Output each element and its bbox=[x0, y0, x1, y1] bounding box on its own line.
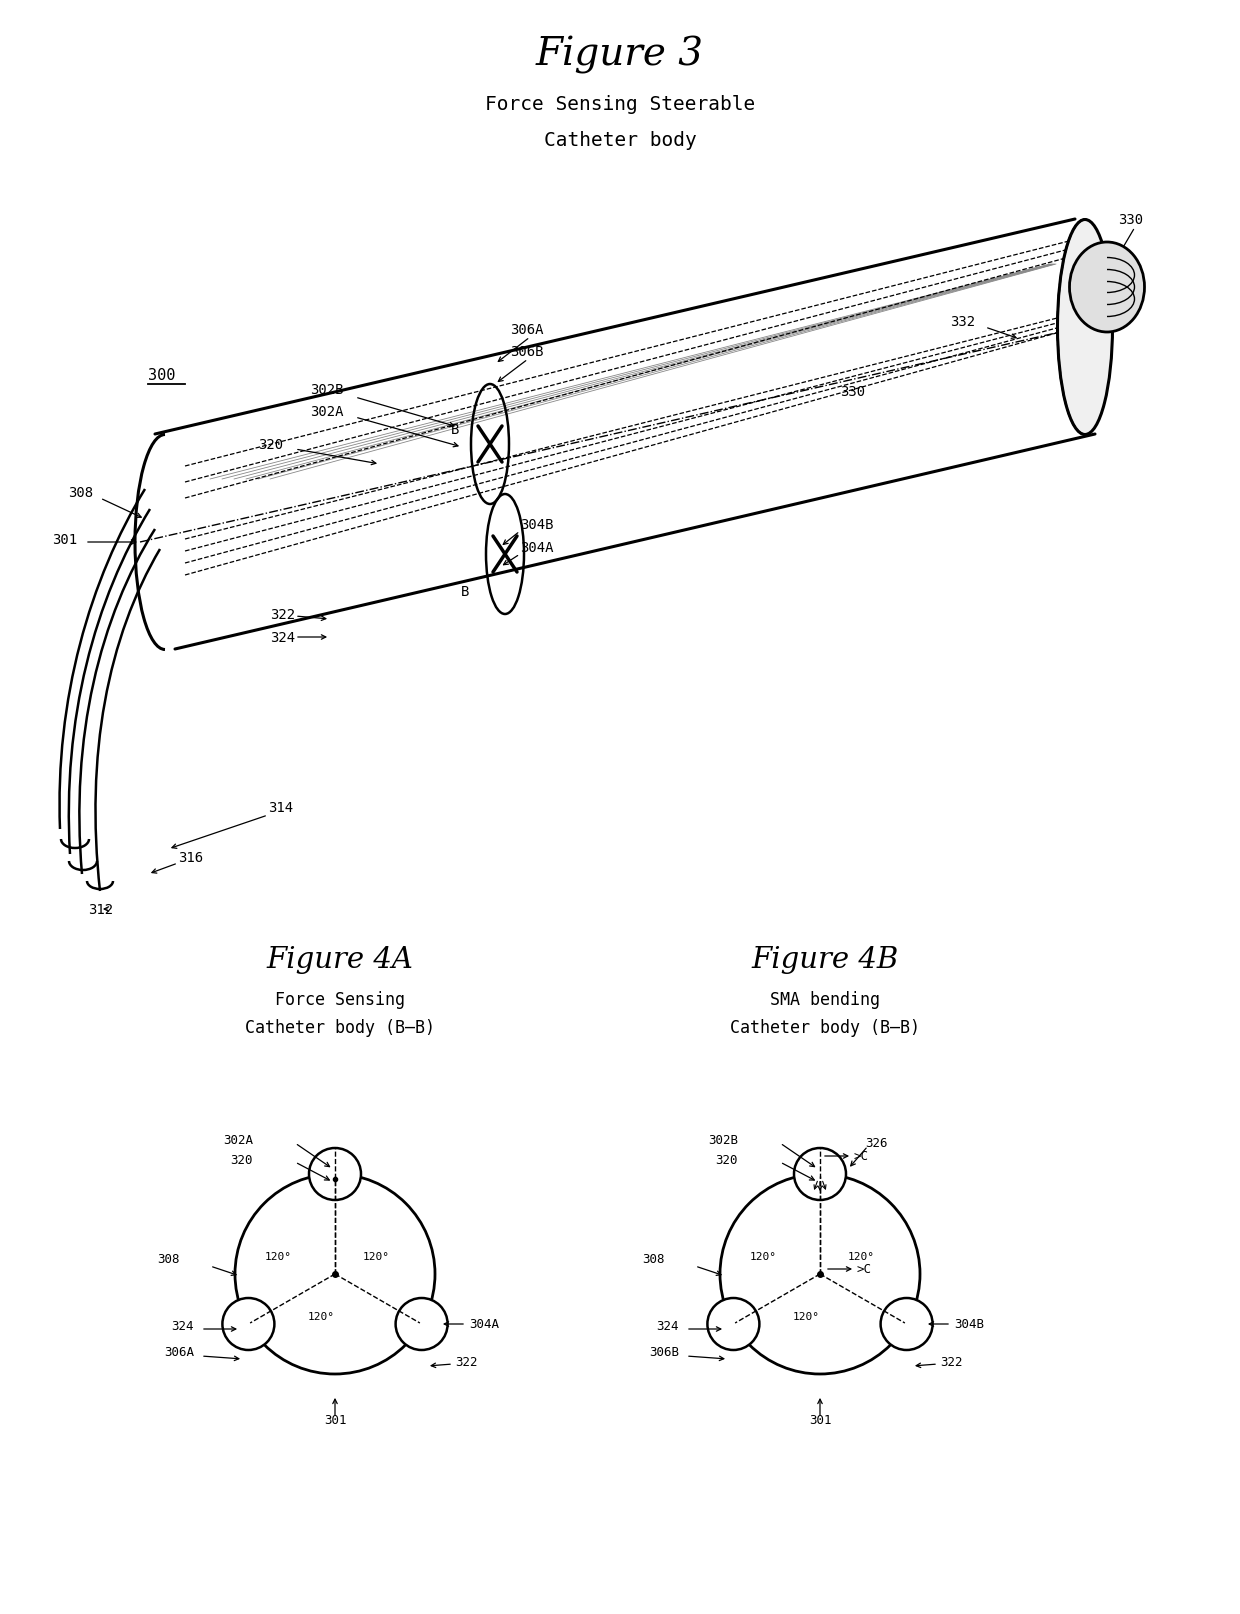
Text: Figure 3: Figure 3 bbox=[536, 36, 704, 74]
Text: 324: 324 bbox=[171, 1320, 193, 1333]
Text: 304B: 304B bbox=[954, 1317, 985, 1330]
Text: 320: 320 bbox=[258, 437, 283, 452]
Text: 322: 322 bbox=[455, 1356, 477, 1369]
Text: 301: 301 bbox=[808, 1414, 831, 1427]
Text: 306B: 306B bbox=[510, 345, 543, 358]
Text: 302B: 302B bbox=[708, 1133, 738, 1148]
Text: 120°: 120° bbox=[750, 1251, 777, 1261]
Text: Catheter body (B–B): Catheter body (B–B) bbox=[246, 1018, 435, 1036]
Ellipse shape bbox=[1058, 221, 1112, 436]
Ellipse shape bbox=[222, 1298, 274, 1351]
Ellipse shape bbox=[880, 1298, 932, 1351]
Text: 322: 322 bbox=[270, 607, 295, 621]
Text: SMA bending: SMA bending bbox=[770, 991, 880, 1009]
Text: 324: 324 bbox=[656, 1320, 680, 1333]
Text: 302B: 302B bbox=[310, 383, 343, 397]
Ellipse shape bbox=[1069, 242, 1145, 332]
Text: 306A: 306A bbox=[510, 323, 543, 337]
Text: Catheter body: Catheter body bbox=[543, 131, 697, 150]
Ellipse shape bbox=[309, 1148, 361, 1201]
Ellipse shape bbox=[236, 1175, 435, 1374]
Text: 120°: 120° bbox=[308, 1311, 335, 1322]
Text: 306B: 306B bbox=[649, 1346, 680, 1359]
Text: 302A: 302A bbox=[310, 405, 343, 418]
Text: 308: 308 bbox=[642, 1252, 665, 1265]
Text: 301: 301 bbox=[52, 533, 77, 547]
Text: Force Sensing Steerable: Force Sensing Steerable bbox=[485, 95, 755, 115]
Ellipse shape bbox=[794, 1148, 846, 1201]
Text: 120°: 120° bbox=[848, 1251, 875, 1261]
Ellipse shape bbox=[720, 1175, 920, 1374]
Text: B: B bbox=[451, 423, 459, 437]
Text: 300: 300 bbox=[148, 368, 175, 383]
Text: B: B bbox=[461, 584, 469, 599]
Text: 120°: 120° bbox=[363, 1251, 391, 1261]
Text: 302A: 302A bbox=[223, 1133, 253, 1148]
Text: Figure 4A: Figure 4A bbox=[267, 946, 413, 973]
Text: 308: 308 bbox=[157, 1252, 180, 1265]
Text: 120°: 120° bbox=[265, 1251, 291, 1261]
Ellipse shape bbox=[707, 1298, 759, 1351]
Text: 316: 316 bbox=[179, 851, 203, 865]
Text: 332: 332 bbox=[950, 315, 975, 329]
Text: 314: 314 bbox=[268, 801, 293, 815]
Text: 120°: 120° bbox=[792, 1311, 820, 1322]
Text: 308: 308 bbox=[68, 486, 93, 500]
Text: 330: 330 bbox=[839, 384, 866, 399]
Text: 312: 312 bbox=[88, 902, 113, 917]
Text: 322: 322 bbox=[940, 1356, 962, 1369]
Text: 326: 326 bbox=[866, 1136, 888, 1149]
Text: 320: 320 bbox=[231, 1154, 253, 1167]
Text: Catheter body (B–B): Catheter body (B–B) bbox=[730, 1018, 920, 1036]
Text: Figure 4B: Figure 4B bbox=[751, 946, 899, 973]
Text: 301: 301 bbox=[324, 1414, 346, 1427]
Ellipse shape bbox=[396, 1298, 448, 1351]
Text: Force Sensing: Force Sensing bbox=[275, 991, 405, 1009]
Text: 324: 324 bbox=[270, 631, 295, 644]
Text: 304B: 304B bbox=[520, 518, 553, 531]
Text: 320: 320 bbox=[715, 1154, 738, 1167]
Text: 330: 330 bbox=[1118, 213, 1143, 228]
Text: 304A: 304A bbox=[469, 1317, 498, 1330]
Text: 306A: 306A bbox=[164, 1346, 193, 1359]
Text: 304A: 304A bbox=[520, 541, 553, 555]
Text: >C: >C bbox=[857, 1262, 872, 1275]
Text: >C: >C bbox=[854, 1149, 869, 1162]
